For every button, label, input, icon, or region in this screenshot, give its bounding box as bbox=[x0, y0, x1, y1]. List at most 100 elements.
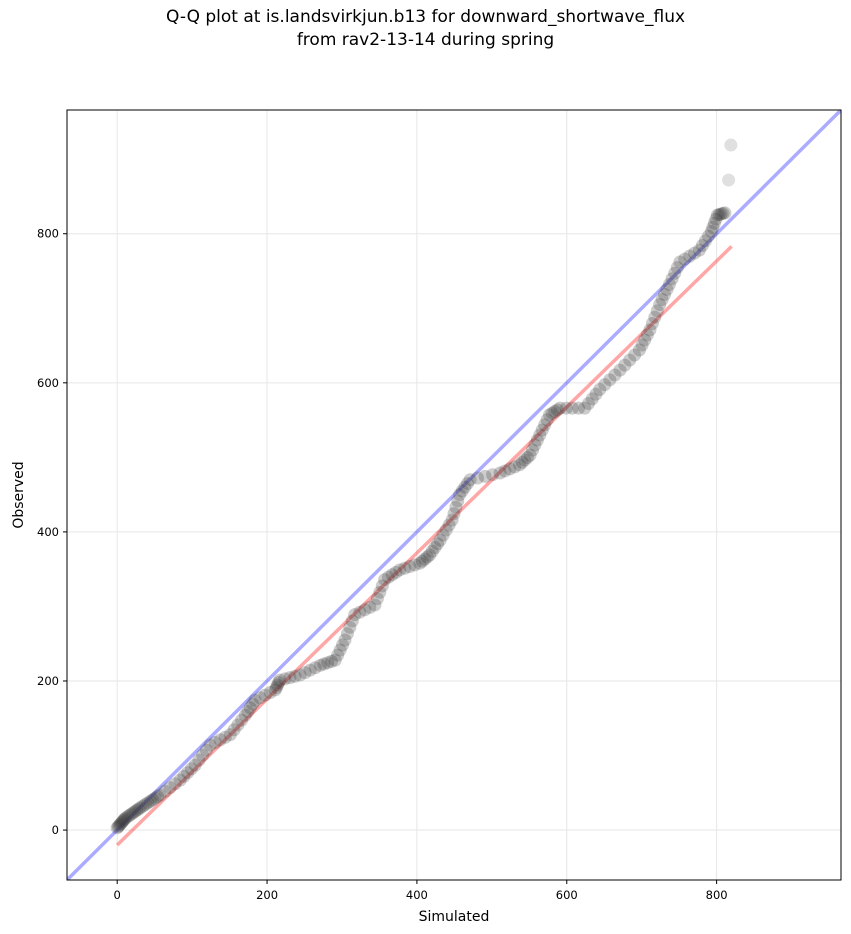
x-tick-label: 800 bbox=[706, 888, 728, 902]
qq-point bbox=[203, 738, 217, 752]
qq-point bbox=[688, 246, 702, 260]
qq-point bbox=[246, 697, 260, 711]
qq-point bbox=[338, 633, 352, 647]
qq-point bbox=[722, 173, 736, 187]
qq-point bbox=[213, 733, 227, 747]
qq-point bbox=[525, 443, 539, 457]
qq-point bbox=[668, 266, 682, 280]
qq-point bbox=[709, 212, 723, 226]
qq-point bbox=[535, 423, 549, 437]
qq-point bbox=[673, 255, 687, 269]
qq-point bbox=[218, 730, 232, 744]
qq-point bbox=[683, 249, 697, 263]
qq-point bbox=[136, 799, 150, 813]
qq-point bbox=[293, 668, 307, 682]
qq-point bbox=[503, 462, 517, 476]
qq-point bbox=[181, 766, 195, 780]
qq-point bbox=[608, 368, 622, 382]
qq-point bbox=[138, 798, 152, 812]
y-tick-label: 600 bbox=[37, 376, 59, 390]
qq-point bbox=[114, 816, 128, 830]
y-tick-label: 200 bbox=[37, 674, 59, 688]
qq-point bbox=[112, 818, 126, 832]
qq-point bbox=[324, 654, 338, 668]
qq-point bbox=[458, 480, 472, 494]
qq-point bbox=[150, 790, 164, 804]
qq-point bbox=[553, 401, 567, 415]
qq-point bbox=[508, 460, 522, 474]
qq-point bbox=[336, 638, 350, 652]
qq-point bbox=[436, 528, 450, 542]
qq-point bbox=[714, 207, 728, 221]
qq-point bbox=[173, 773, 187, 787]
qq-point bbox=[550, 403, 564, 417]
x-tick-label: 0 bbox=[114, 888, 121, 902]
qq-point bbox=[706, 220, 720, 234]
qq-point bbox=[124, 807, 138, 821]
qq-point bbox=[208, 735, 222, 749]
qq-point bbox=[238, 708, 252, 722]
qq-point bbox=[375, 579, 389, 593]
qq-point bbox=[593, 383, 607, 397]
y-tick-label: 400 bbox=[37, 525, 59, 539]
qq-point bbox=[298, 666, 312, 680]
qq-point bbox=[143, 794, 157, 808]
qq-point bbox=[665, 272, 679, 286]
qq-point bbox=[648, 310, 662, 324]
qq-point bbox=[463, 473, 477, 487]
qq-point bbox=[528, 438, 542, 452]
qq-point bbox=[398, 561, 412, 575]
qq-point bbox=[486, 468, 500, 482]
qq-point bbox=[393, 563, 407, 577]
qq-point bbox=[572, 401, 586, 415]
qq-point bbox=[111, 820, 125, 834]
qq-point bbox=[493, 466, 507, 480]
qq-point bbox=[598, 378, 612, 392]
qq-point bbox=[248, 693, 262, 707]
qq-point bbox=[695, 238, 709, 252]
qq-point bbox=[328, 653, 342, 667]
qq-point bbox=[658, 287, 672, 301]
qq-point bbox=[177, 769, 191, 783]
qq-point bbox=[117, 812, 131, 826]
qq-point bbox=[724, 138, 738, 152]
qq-point bbox=[253, 691, 267, 705]
qq-point bbox=[110, 821, 124, 835]
qq-point bbox=[132, 802, 146, 816]
qq-point bbox=[518, 453, 532, 467]
qq-point bbox=[231, 718, 245, 732]
qq-point bbox=[513, 458, 527, 472]
qq-point bbox=[425, 544, 439, 558]
qq-point bbox=[578, 401, 592, 415]
qq-point bbox=[122, 809, 136, 823]
qq-point bbox=[710, 208, 724, 222]
qq-point bbox=[199, 743, 213, 757]
qq-point bbox=[545, 406, 559, 420]
qq-point bbox=[120, 810, 134, 824]
qq-point bbox=[321, 656, 335, 670]
qq-point bbox=[389, 565, 403, 579]
qq-point bbox=[263, 686, 277, 700]
qq-point bbox=[313, 658, 327, 672]
qq-point bbox=[618, 358, 632, 372]
qq-point bbox=[415, 554, 429, 568]
qq-point bbox=[559, 401, 573, 415]
qq-point bbox=[712, 208, 726, 222]
qq-point bbox=[227, 723, 241, 737]
qq-point bbox=[381, 570, 395, 584]
qq-point bbox=[317, 657, 331, 671]
qq-point bbox=[340, 627, 354, 641]
qq-point bbox=[548, 405, 562, 419]
qq-point bbox=[268, 683, 282, 697]
qq-point bbox=[158, 784, 172, 798]
qq-point bbox=[163, 781, 177, 795]
qq-point bbox=[433, 533, 447, 547]
qq-point bbox=[408, 558, 422, 572]
qq-point bbox=[453, 488, 467, 502]
qq-point bbox=[283, 671, 297, 685]
y-axis-label: Observed bbox=[11, 461, 27, 528]
qq-point bbox=[660, 282, 674, 296]
qq-point bbox=[363, 600, 377, 614]
qq-point bbox=[451, 494, 465, 508]
